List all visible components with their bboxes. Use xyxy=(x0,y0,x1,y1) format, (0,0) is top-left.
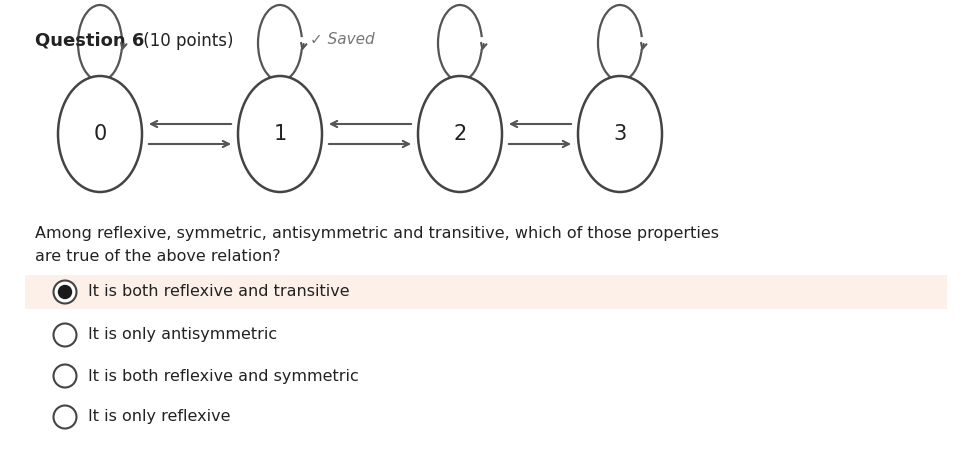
Circle shape xyxy=(58,286,72,298)
Circle shape xyxy=(53,365,77,388)
Ellipse shape xyxy=(238,76,322,192)
FancyBboxPatch shape xyxy=(25,275,947,309)
Ellipse shape xyxy=(418,76,502,192)
Circle shape xyxy=(53,405,77,429)
Text: It is only antisymmetric: It is only antisymmetric xyxy=(88,327,278,342)
Text: 3: 3 xyxy=(613,124,627,144)
Text: It is only reflexive: It is only reflexive xyxy=(88,410,231,424)
Text: 2: 2 xyxy=(453,124,467,144)
Text: It is both reflexive and transitive: It is both reflexive and transitive xyxy=(88,285,350,300)
Circle shape xyxy=(53,281,77,304)
Text: (10 points): (10 points) xyxy=(138,32,233,50)
Ellipse shape xyxy=(58,76,142,192)
Text: Among reflexive, symmetric, antisymmetric and transitive, which of those propert: Among reflexive, symmetric, antisymmetri… xyxy=(35,226,719,264)
Circle shape xyxy=(53,324,77,346)
Ellipse shape xyxy=(578,76,662,192)
Text: 1: 1 xyxy=(273,124,287,144)
Text: It is both reflexive and symmetric: It is both reflexive and symmetric xyxy=(88,369,360,384)
Text: 0: 0 xyxy=(93,124,107,144)
Text: Question 6: Question 6 xyxy=(35,32,145,50)
Text: ✓ Saved: ✓ Saved xyxy=(310,32,374,47)
